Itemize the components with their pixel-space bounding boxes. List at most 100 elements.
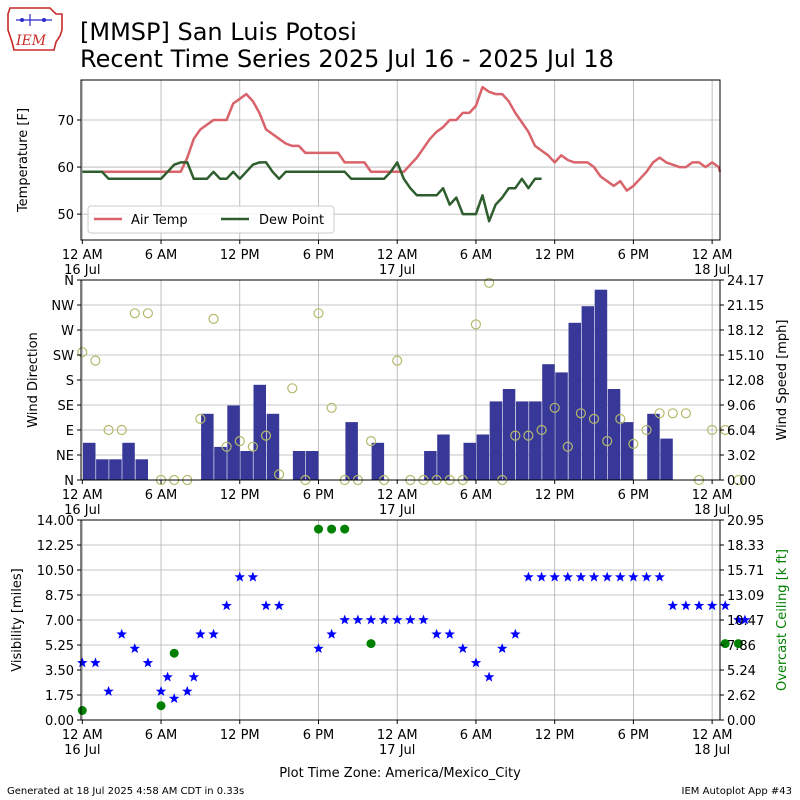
x-tick-label: 12 AM	[62, 728, 103, 743]
visibility-point	[162, 671, 173, 682]
visibility-point	[221, 600, 232, 611]
wind-speed-bar	[463, 442, 476, 480]
visibility-point	[523, 571, 534, 582]
dew-point-line	[82, 161, 542, 223]
wind-direction-point	[129, 308, 140, 319]
x-tick-date-label: 16 Jul	[64, 263, 100, 278]
wind-direction-tick-label: SE	[58, 399, 74, 414]
temperature-y-tick-label: 70	[57, 114, 74, 129]
wind-direction-point	[680, 408, 692, 419]
visibility-point	[733, 614, 744, 625]
wind-direction-point	[628, 438, 639, 449]
x-tick-label: 12 AM	[377, 728, 418, 743]
wind-speed-bar	[647, 413, 660, 480]
wind-direction-point	[195, 413, 206, 424]
visibility-tick-label: 10.50	[37, 564, 74, 579]
wind-direction-tick-label: N	[64, 474, 74, 489]
visibility-point	[142, 657, 154, 668]
visibility-point	[247, 571, 259, 582]
wind-direction-tick-label: N	[64, 274, 74, 289]
visibility-point	[562, 571, 573, 582]
wind-direction-y-label: Wind Direction	[26, 332, 41, 428]
wind-speed-bar	[529, 401, 542, 480]
visibility-point	[588, 571, 600, 582]
x-tick-label: 6 AM	[460, 248, 493, 263]
legend-air-temp-label: Air Temp	[131, 213, 188, 228]
wind-direction-tick-label: SW	[53, 349, 74, 364]
visibility-point	[195, 628, 206, 639]
temperature-y-label: Temperature [F]	[16, 108, 31, 213]
ceiling-tick-label: 20.95	[727, 514, 764, 529]
x-tick-label: 12 AM	[62, 488, 103, 503]
wind-direction-point	[667, 408, 678, 419]
visibility-point	[457, 643, 469, 653]
x-tick-label: 12 PM	[220, 248, 260, 263]
x-tick-label: 12 AM	[377, 488, 418, 503]
wind-direction-point	[247, 441, 258, 452]
wind-direction-point	[654, 408, 665, 419]
wind-speed-bar	[201, 413, 214, 480]
visibility-tick-label: 14.00	[37, 514, 74, 529]
ceiling-point	[733, 639, 743, 649]
visibility-point	[536, 571, 547, 582]
chart-title: [MMSP] San Luis Potosi	[80, 18, 357, 46]
visibility-point	[720, 600, 731, 611]
wind-direction-point	[392, 355, 403, 366]
generated-footnote: Generated at 18 Jul 2025 4:58 AM CDT in …	[7, 786, 244, 797]
x-tick-label: 12 AM	[377, 248, 418, 263]
visibility-point	[405, 614, 416, 625]
x-tick-label: 6 AM	[460, 728, 493, 743]
wind-speed-bar	[83, 442, 96, 480]
ceiling-tick-label: 0.00	[727, 714, 756, 729]
visibility-point	[378, 614, 390, 625]
iem-logo: IEM	[7, 7, 63, 51]
visibility-y-label: Visibility [miles]	[10, 568, 25, 671]
wind-speed-tick-label: 21.15	[727, 299, 764, 314]
wind-speed-bar	[489, 401, 503, 480]
ceiling-tick-label: 18.33	[727, 539, 764, 554]
autoplot-app-footnote: IEM Autoplot App #43	[682, 786, 792, 797]
visibility-point	[313, 643, 324, 653]
ceiling-tick-label: 10.47	[727, 614, 764, 629]
visibility-point	[470, 657, 482, 668]
wind-speed-bar	[109, 459, 122, 480]
visibility-point	[654, 571, 665, 582]
visibility-point	[680, 600, 692, 611]
visibility-point	[116, 628, 127, 639]
visibility-tick-label: 7.00	[45, 614, 74, 629]
wind-speed-bar	[594, 289, 608, 480]
wind-direction-point	[536, 424, 547, 436]
wind-direction-point	[470, 319, 481, 330]
wind-direction-point	[365, 436, 377, 447]
wind-speed-bar	[581, 306, 595, 480]
x-tick-label: 6 AM	[145, 248, 178, 263]
visibility-point	[483, 671, 495, 682]
x-tick-label: 6 PM	[618, 488, 649, 503]
wind-speed-bar	[345, 422, 358, 480]
visibility-point	[188, 671, 200, 682]
wind-direction-point	[484, 277, 495, 288]
chart-subtitle: Recent Time Series 2025 Jul 16 - 2025 Ju…	[80, 45, 614, 73]
wind-direction-point	[641, 424, 652, 436]
wind-speed-tick-label: 18.12	[727, 324, 764, 339]
temperature-y-tick-label: 60	[57, 161, 74, 176]
visibility-point	[339, 614, 350, 625]
visibility-point	[77, 657, 88, 668]
visibility-point	[260, 600, 272, 611]
visibility-point	[575, 571, 587, 582]
visibility-tick-label: 1.75	[45, 689, 74, 704]
wind-direction-point	[77, 347, 88, 358]
wind-speed-tick-label: 15.10	[727, 349, 764, 364]
visibility-point	[365, 614, 377, 625]
wind-speed-bar	[253, 384, 266, 480]
x-tick-date-label: 17 Jul	[379, 743, 415, 758]
wind-speed-bar	[122, 442, 135, 480]
visibility-tick-label: 12.25	[37, 539, 74, 554]
visibility-point	[234, 571, 245, 582]
ceiling-tick-label: 2.62	[727, 689, 756, 704]
wind-speed-bar	[424, 451, 437, 480]
wind-direction-tick-label: NW	[51, 299, 74, 314]
wind-speed-tick-label: 24.17	[727, 274, 764, 289]
wind-speed-bar	[516, 401, 529, 480]
